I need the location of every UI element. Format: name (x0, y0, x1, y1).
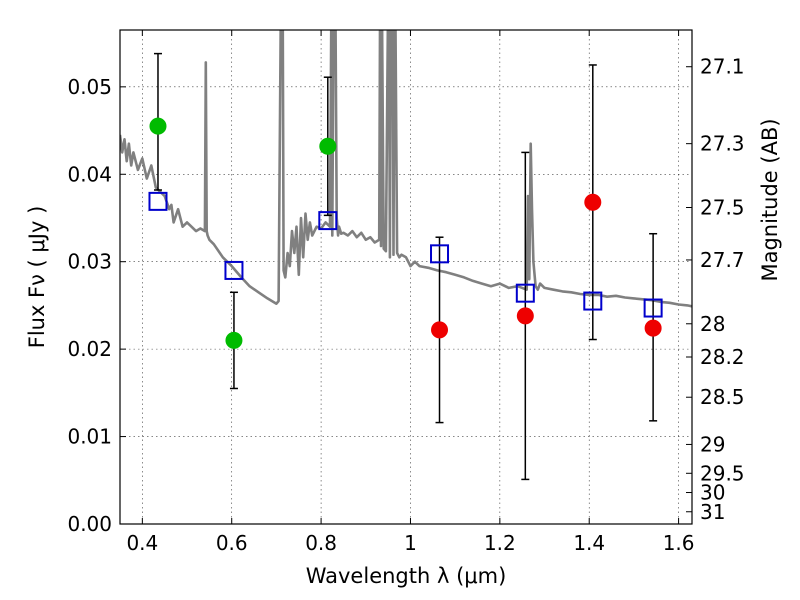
blue-model-square (318, 211, 338, 231)
magnitude-tick-label: 27.3 (700, 132, 745, 156)
x-axis-ticks: 0.4 0.6 0.8 1 1.2 1.4 1.6 (126, 30, 695, 555)
blue-model-square (643, 298, 663, 318)
magnitude-tick-label: 28.2 (700, 345, 745, 369)
magnitude-tick-label: 27.5 (700, 195, 745, 219)
magnitude-tick-label: 29 (700, 432, 725, 456)
y-tick-label: 0.01 (67, 425, 112, 449)
green-data-point (319, 137, 337, 155)
magnitude-tick-label: 29.5 (700, 461, 745, 485)
y-axis-ticks: 0.00 0.01 0.02 0.03 0.04 0.05 (67, 75, 126, 536)
y-tick-label: 0.05 (67, 75, 112, 99)
y-axis-label: Flux Fν ( μJy ) (25, 206, 49, 349)
plot-frame (119, 29, 693, 525)
magnitude-tick-label: 28.5 (700, 385, 745, 409)
x-tick-label: 0.8 (305, 531, 337, 555)
marker-layer (148, 117, 663, 349)
x-tick-label: 1.2 (484, 531, 516, 555)
x-tick-label: 1 (404, 531, 417, 555)
y-tick-label: 0.02 (67, 337, 112, 361)
red-data-point (584, 193, 602, 211)
magnitude-axis-label: Magnitude (AB) (758, 118, 782, 281)
x-tick-label: 1.6 (663, 531, 695, 555)
y-tick-label: 0.00 (67, 512, 112, 536)
blue-model-square (430, 244, 450, 264)
x-axis-label: Wavelength λ (μm) (306, 564, 507, 588)
x-tick-label: 0.6 (216, 531, 248, 555)
green-data-point (225, 331, 243, 349)
model-sed-line (120, 30, 692, 308)
x-tick-label: 0.4 (126, 531, 158, 555)
red-data-point (516, 307, 534, 325)
magnitude-tick-label: 28 (700, 312, 725, 336)
green-data-point (149, 117, 167, 135)
magnitude-tick-label: 31 (700, 500, 725, 524)
y-tick-label: 0.04 (67, 162, 112, 186)
magnitude-tick-label: 27.1 (700, 55, 745, 79)
blue-model-square (148, 191, 168, 211)
blue-model-square (515, 283, 535, 303)
magnitude-tick-label: 30 (700, 481, 725, 505)
blue-model-square (224, 260, 244, 280)
red-data-point (644, 319, 662, 337)
y-tick-label: 0.03 (67, 250, 112, 274)
red-data-point (431, 321, 449, 339)
blue-model-square (583, 291, 603, 311)
model-layer (120, 30, 692, 308)
magnitude-tick-label: 27.7 (700, 248, 745, 272)
x-tick-label: 1.4 (573, 531, 605, 555)
